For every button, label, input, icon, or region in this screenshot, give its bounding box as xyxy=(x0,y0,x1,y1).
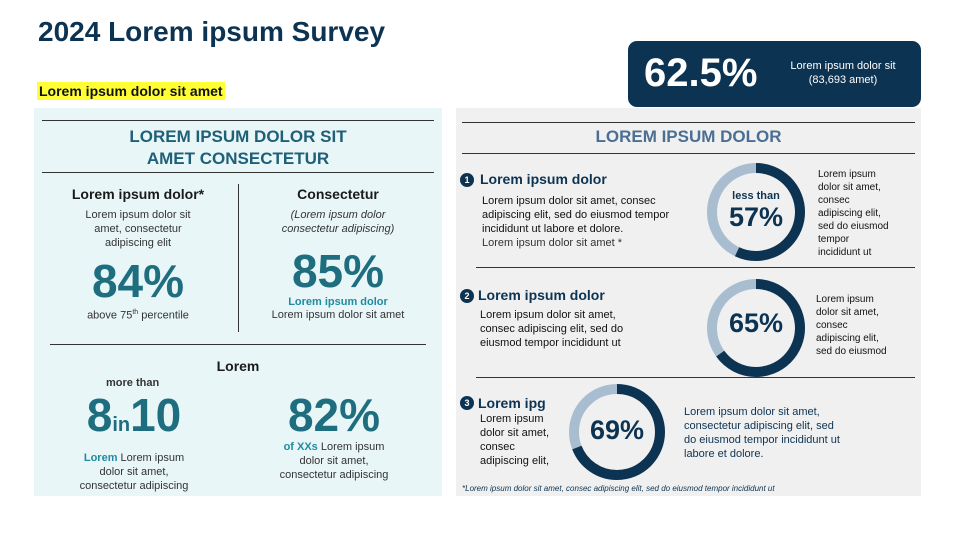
stat-value: 85% xyxy=(291,245,385,297)
divider xyxy=(42,120,434,121)
divider xyxy=(476,377,915,378)
left-title-line: AMET CONSECTETUR xyxy=(146,149,330,168)
summary-stat-value: 62.5% xyxy=(644,51,758,95)
stat-desc: Lorem Lorem ipsum xyxy=(83,452,185,464)
ring-value: 69% xyxy=(589,415,645,445)
left-title-line: LOREM IPSUM DOLOR SIT xyxy=(129,127,347,146)
stat-desc: consectetur adipiscing xyxy=(79,480,189,492)
stat-heading: Lorem ipsum dolor* xyxy=(71,186,205,202)
stat-desc: adipiscing elit xyxy=(104,237,172,249)
item-text: Lorem ipsum dolor sit amet, consec adipi… xyxy=(480,413,550,467)
side-text: Lorem ipsum dolor sit amet, consec adipi… xyxy=(816,294,887,357)
stat-value: 82% xyxy=(287,389,381,441)
left-panel: LOREM IPSUM DOLOR SIT AMET CONSECTETUR L… xyxy=(34,108,442,496)
ring-fill xyxy=(707,279,805,377)
stat-desc: (Lorem ipsum dolor xyxy=(290,209,386,221)
item-title: Lorem ipsum dolor xyxy=(478,287,605,303)
stat-note: above 75th percentile xyxy=(87,309,189,322)
stat-heading: Consectetur xyxy=(297,186,379,202)
stat-cell-1: Lorem ipsum dolor* Lorem ipsum dolor sit… xyxy=(42,186,234,323)
summary-stat-caption: Lorem ipsum dolor sit (83,693 amet) xyxy=(768,59,918,87)
ring-fill xyxy=(707,163,805,261)
summary-stat-box: 62.5% Lorem ipsum dolor sit (83,693 amet… xyxy=(628,41,921,107)
progress-ring xyxy=(707,163,805,261)
item-blue-text: Lorem ipsum dolor sit amet, consectetur … xyxy=(684,406,840,460)
right-panel: LOREM IPSUM DOLOR 1 Lorem ipsum dolor Lo… xyxy=(456,108,921,496)
stat-desc: consectetur adipiscing) xyxy=(281,223,395,235)
divider xyxy=(476,267,915,268)
divider xyxy=(462,153,915,154)
summary-caption-line: (83,693 amet) xyxy=(808,74,878,86)
side-text: Lorem ipsum dolor sit amet, consec adipi… xyxy=(818,169,889,258)
section-heading: Lorem xyxy=(216,358,260,374)
stat-ratio: 8in10 xyxy=(86,389,182,441)
stat-desc: of XXs Lorem ipsum xyxy=(283,441,385,453)
divider xyxy=(462,122,915,123)
divider xyxy=(50,344,426,345)
item-text: Lorem ipsum dolor sit amet, consec adipi… xyxy=(480,309,624,349)
stat-prefix: more than xyxy=(106,377,160,389)
stat-desc: dolor sit amet, xyxy=(99,466,169,478)
footnote: *Lorem ipsum dolor sit amet, consec adip… xyxy=(462,484,775,493)
stat-desc: Lorem ipsum dolor sit xyxy=(85,209,191,221)
item-number-badge: 3 xyxy=(460,396,474,410)
highlight-subtitle: Lorem ipsum dolor sit amet xyxy=(37,82,225,100)
ring-prefix: less than xyxy=(732,190,780,202)
progress-ring xyxy=(707,279,805,377)
stat-desc: dolor sit amet, xyxy=(299,455,369,467)
page-title: 2024 Lorem ipsum Survey xyxy=(38,16,386,47)
ring-value: 57% xyxy=(728,202,784,232)
stat-value: 84% xyxy=(91,255,185,307)
summary-caption-line: Lorem ipsum dolor sit xyxy=(790,60,896,72)
item-text: Lorem ipsum dolor sit amet, consec adipi… xyxy=(482,194,722,250)
divider xyxy=(42,172,434,173)
stat-note: Lorem ipsum dolor sit amet xyxy=(271,309,405,321)
item-number-badge: 2 xyxy=(460,289,474,303)
right-panel-title: LOREM IPSUM DOLOR xyxy=(595,127,782,146)
ring-value: 65% xyxy=(728,308,784,338)
item-note: Lorem ipsum dolor sit amet * xyxy=(482,237,622,249)
item-title: Lorem ipg xyxy=(478,395,546,411)
stat-cell-3: more than 8in10 Lorem Lorem ipsum dolor … xyxy=(54,376,214,493)
stat-cell-4: 82% of XXs Lorem ipsum dolor sit amet, c… xyxy=(254,390,414,482)
stat-cell-2: Consectetur (Lorem ipsum dolor consectet… xyxy=(242,186,434,322)
item-title: Lorem ipsum dolor xyxy=(480,171,607,187)
stat-desc: amet, consectetur xyxy=(94,223,182,235)
section2-heading: Lorem xyxy=(34,358,442,374)
stat-desc: consectetur adipiscing xyxy=(279,469,389,481)
vertical-divider xyxy=(238,184,239,332)
progress-ring xyxy=(569,384,665,480)
ring-fill xyxy=(569,384,665,480)
item-number-badge: 1 xyxy=(460,173,474,187)
left-panel-title: LOREM IPSUM DOLOR SIT AMET CONSECTETUR xyxy=(34,126,442,170)
stat-label: Lorem ipsum dolor xyxy=(288,296,388,308)
